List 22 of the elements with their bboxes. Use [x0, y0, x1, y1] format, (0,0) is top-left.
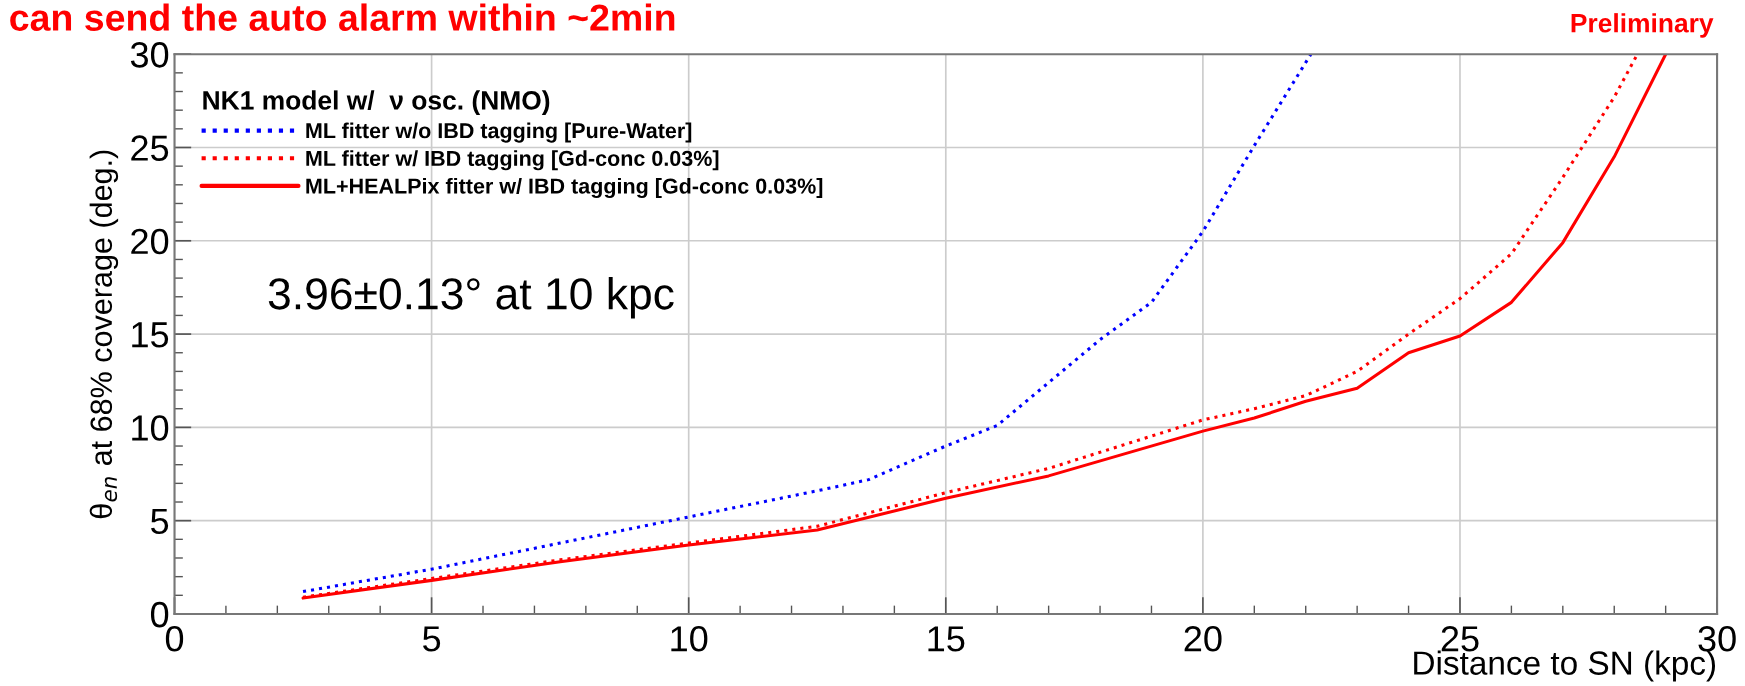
- annotation: 3.96±0.13° at 10 kpc: [268, 276, 674, 319]
- y-tick-label: 5: [151, 508, 169, 535]
- legend-label: ML fitter w/o IBD tagging [Pure-Water]: [306, 122, 692, 143]
- x-axis-title: Distance to SN (kpc): [1414, 650, 1716, 682]
- y-axis-title: θ$_{en}$ at 68% coverage (deg.): [89, 150, 119, 519]
- x-tick-label: 20: [1184, 626, 1222, 652]
- x-tick-label: 25: [1441, 626, 1479, 652]
- y-tick-label: 0: [150, 601, 169, 628]
- y-tick-label: 10: [132, 415, 169, 441]
- legend-title: NK1 model w/ ν osc. (NMO): [203, 90, 550, 115]
- x-tick-label: 30: [1698, 626, 1736, 652]
- y-tick-label: 15: [132, 322, 169, 348]
- y-tick-label: 20: [131, 228, 169, 255]
- x-tick-label: 10: [671, 626, 708, 652]
- legend-label: ML+HEALPix fitter w/ IBD tagging [Gd-conc 0.03%]: [306, 177, 823, 199]
- text: Preliminary: [1571, 13, 1714, 38]
- y-tick-label: 25: [131, 135, 169, 161]
- x-tick-label: 5: [423, 626, 441, 652]
- legend-label: ML fitter w/ IBD tagging [Gd-conc 0.03%]: [306, 150, 719, 171]
- chart-title: can send the auto alarm within ~2min: [10, 3, 675, 31]
- y-tick-label: 30: [130, 42, 169, 68]
- x-tick-label: 15: [928, 626, 965, 652]
